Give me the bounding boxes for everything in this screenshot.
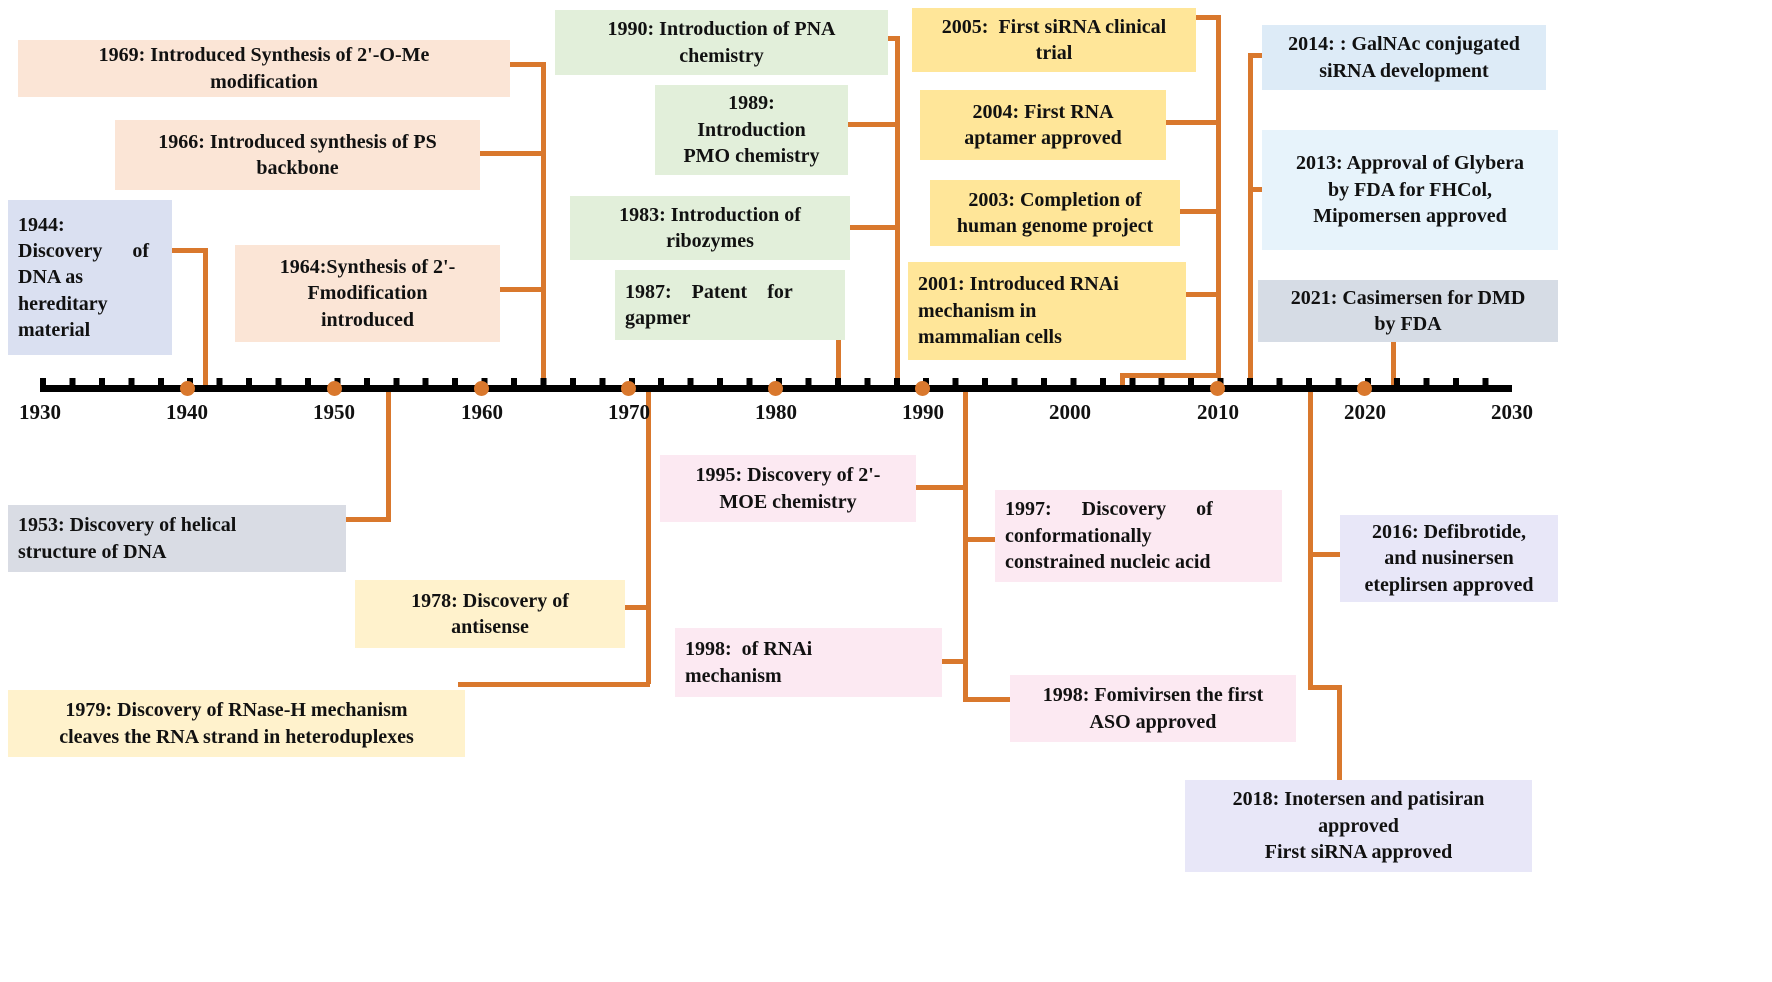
connector-line	[1180, 209, 1218, 214]
connector-line	[625, 605, 648, 610]
connector-line	[646, 392, 651, 684]
connector-line	[1120, 373, 1220, 378]
connector-line	[480, 151, 543, 156]
connector-line	[963, 392, 968, 702]
connector-line	[885, 36, 897, 41]
event-box-1979: 1979: Discovery of RNase-H mechanism cle…	[8, 690, 465, 757]
decade-label-1960: 1960	[461, 400, 503, 424]
event-box-2021: 2021: Casimersen for DMD by FDA	[1258, 280, 1558, 342]
timeline-dot-2020	[1357, 381, 1372, 396]
connector-line	[1248, 187, 1262, 192]
connector-line	[500, 287, 543, 292]
connector-line	[845, 122, 897, 127]
connector-line	[1195, 15, 1219, 20]
event-box-1998-rnai: 1998: of RNAi mechanism	[675, 628, 942, 697]
connector-line	[1337, 685, 1342, 782]
event-box-1944: 1944: Discovery of DNA as hereditary mat…	[8, 200, 172, 355]
event-box-2005: 2005: First siRNA clinical trial	[912, 8, 1196, 72]
connector-line	[1248, 53, 1262, 58]
timeline-dot-1980	[768, 381, 783, 396]
event-box-2013: 2013: Approval of Glybera by FDA for FHC…	[1262, 130, 1558, 250]
connector-line	[510, 62, 546, 67]
connector-line	[172, 248, 207, 253]
event-box-1998-fomivirsen: 1998: Fomivirsen the first ASO approved	[1010, 675, 1296, 742]
connector-line	[386, 392, 391, 522]
event-box-2001: 2001: Introduced RNAi mechanism in mamma…	[908, 262, 1186, 360]
decade-label-2010: 2010	[1197, 400, 1239, 424]
timeline-dot-2010	[1210, 381, 1225, 396]
connector-line	[850, 225, 897, 230]
event-box-2014: 2014: : GalNAc conjugated siRNA developm…	[1262, 25, 1546, 90]
event-box-2004: 2004: First RNA aptamer approved	[920, 90, 1166, 160]
event-box-1969: 1969: Introduced Synthesis of 2'-O-Me mo…	[18, 40, 510, 97]
event-box-1978: 1978: Discovery of antisense	[355, 580, 625, 648]
event-box-1995: 1995: Discovery of 2'- MOE chemistry	[660, 455, 916, 522]
connector-line	[1308, 392, 1313, 690]
event-box-1966: 1966: Introduced synthesis of PS backbon…	[115, 120, 480, 190]
event-box-1983: 1983: Introduction of ribozymes	[570, 196, 850, 260]
event-box-2016: 2016: Defibrotide, and nusinersen etepli…	[1340, 515, 1558, 602]
event-box-1997: 1997: Discovery of conformationally cons…	[995, 490, 1282, 582]
connector-line	[836, 340, 841, 385]
connector-line	[942, 659, 966, 664]
timeline-dot-1970	[621, 381, 636, 396]
connector-line	[1391, 340, 1396, 385]
event-box-1987: 1987: Patent for gapmer	[615, 270, 845, 340]
connector-line	[895, 36, 900, 385]
connector-line	[1308, 685, 1342, 690]
connector-line	[1166, 120, 1218, 125]
decade-label-1990: 1990	[902, 400, 944, 424]
connector-line	[541, 62, 546, 385]
decade-label-2000: 2000	[1049, 400, 1091, 424]
connector-line	[1308, 552, 1340, 557]
decade-label-1970: 1970	[608, 400, 650, 424]
decade-label-2030: 2030	[1491, 400, 1533, 424]
connector-line	[963, 697, 1010, 702]
decade-label-2020: 2020	[1344, 400, 1386, 424]
connector-line	[1248, 53, 1253, 385]
decade-label-1980: 1980	[755, 400, 797, 424]
event-box-1990: 1990: Introduction of PNA chemistry	[555, 10, 888, 75]
event-box-1989: 1989: Introduction PMO chemistry	[655, 85, 848, 175]
timeline-dot-1990	[915, 381, 930, 396]
decade-label-1940: 1940	[166, 400, 208, 424]
connector-line	[963, 537, 995, 542]
connector-line	[346, 517, 391, 522]
event-box-2018: 2018: Inotersen and patisiran approved F…	[1185, 780, 1532, 872]
decade-label-1950: 1950	[313, 400, 355, 424]
connector-line	[1186, 292, 1218, 297]
event-box-1964: 1964:Synthesis of 2'- Fmodification intr…	[235, 245, 500, 342]
timeline-dot-1940	[180, 381, 195, 396]
timeline-dot-1950	[327, 381, 342, 396]
connector-line	[458, 682, 650, 687]
connector-line	[1216, 15, 1221, 378]
connector-line	[916, 485, 966, 490]
event-box-2003: 2003: Completion of human genome project	[930, 180, 1180, 246]
decade-label-1930: 1930	[19, 400, 61, 424]
timeline-dot-1960	[474, 381, 489, 396]
connector-line	[203, 248, 208, 385]
event-box-1953: 1953: Discovery of helical structure of …	[8, 505, 346, 572]
